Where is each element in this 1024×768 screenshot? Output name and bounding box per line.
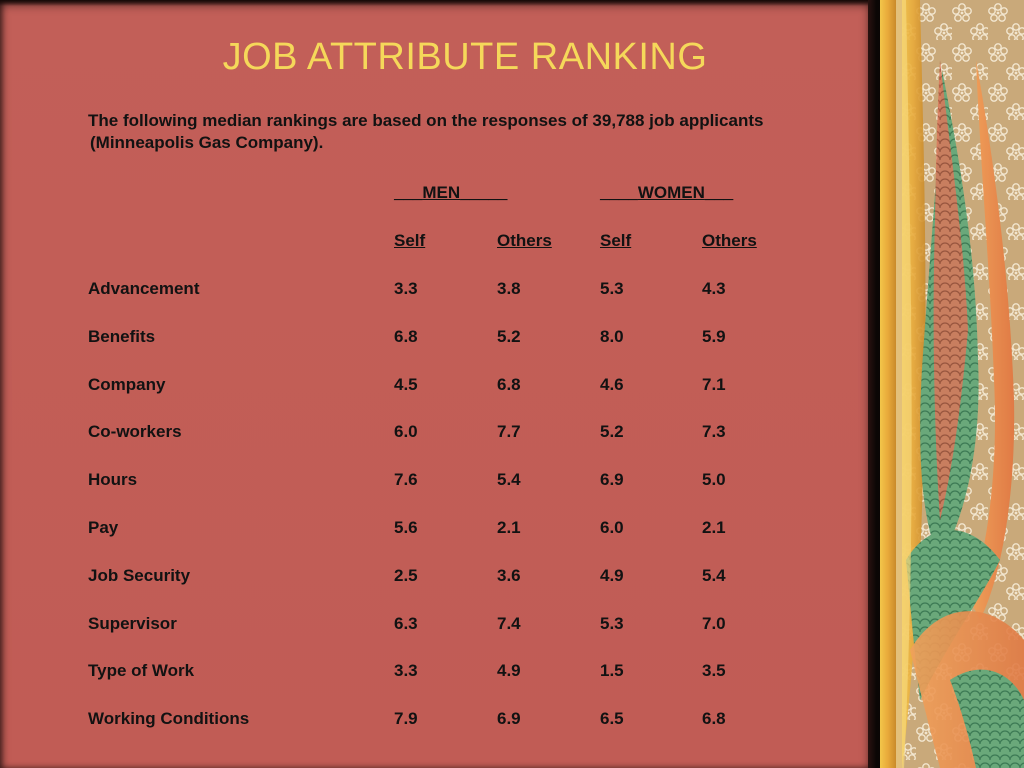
cell-men-self: 6.3 bbox=[394, 614, 418, 633]
col-header-women-self: Self bbox=[600, 231, 632, 250]
cell-men-others: 3.8 bbox=[497, 279, 521, 298]
col-header-men-self: Self bbox=[394, 231, 426, 250]
cell-men-others: 5.2 bbox=[497, 327, 521, 346]
intro-text: The following median rankings are based … bbox=[88, 110, 763, 154]
cell-women-others: 5.4 bbox=[702, 566, 726, 585]
cell-men-others: 3.6 bbox=[497, 566, 521, 585]
cell-men-others: 7.4 bbox=[497, 614, 521, 633]
row-label: Benefits bbox=[88, 327, 156, 346]
cell-men-self: 6.8 bbox=[394, 327, 418, 346]
group-header-men: ___MEN_____ bbox=[394, 183, 508, 202]
intro-line-2: (Minneapolis Gas Company). bbox=[90, 133, 324, 152]
decorative-side-strip bbox=[880, 0, 1024, 768]
cell-men-others: 2.1 bbox=[497, 518, 521, 537]
cell-women-self: 4.9 bbox=[600, 566, 624, 585]
row-label: Supervisor bbox=[88, 614, 177, 633]
row-label: Pay bbox=[88, 518, 119, 537]
cell-men-self: 7.6 bbox=[394, 470, 418, 489]
cell-women-others: 2.1 bbox=[702, 518, 726, 537]
cell-men-self: 3.3 bbox=[394, 279, 418, 298]
cell-men-others: 5.4 bbox=[497, 470, 521, 489]
group-header-women: ____WOMEN___ bbox=[600, 183, 734, 202]
col-header-men-others: Others bbox=[497, 231, 552, 250]
cell-women-others: 7.3 bbox=[702, 422, 726, 441]
cell-women-others: 4.3 bbox=[702, 279, 726, 298]
cell-women-self: 4.6 bbox=[600, 375, 624, 394]
row-label: Type of Work bbox=[88, 661, 195, 680]
cell-women-self: 6.0 bbox=[600, 518, 624, 537]
cell-women-others: 7.0 bbox=[702, 614, 726, 633]
cell-women-self: 6.9 bbox=[600, 470, 624, 489]
row-label: Co-workers bbox=[88, 422, 182, 441]
cell-men-others: 4.9 bbox=[497, 661, 521, 680]
cell-men-self: 5.6 bbox=[394, 518, 418, 537]
row-label: Hours bbox=[88, 470, 138, 489]
cell-women-self: 5.3 bbox=[600, 279, 624, 298]
cell-women-others: 7.1 bbox=[702, 375, 726, 394]
cell-women-self: 1.5 bbox=[600, 661, 624, 680]
cell-men-others: 7.7 bbox=[497, 422, 521, 441]
cell-women-self: 6.5 bbox=[600, 709, 624, 728]
row-label: Advancement bbox=[88, 279, 200, 298]
panel-right-border bbox=[868, 0, 882, 768]
content-panel bbox=[0, 0, 870, 768]
row-label: Job Security bbox=[88, 566, 191, 585]
cell-women-others: 5.0 bbox=[702, 470, 726, 489]
cell-men-self: 3.3 bbox=[394, 661, 418, 680]
row-label: Company bbox=[88, 375, 166, 394]
panel-top-shadow bbox=[0, 0, 880, 6]
intro-line-1: The following median rankings are based … bbox=[88, 111, 764, 130]
cell-women-self: 5.2 bbox=[600, 422, 624, 441]
cell-men-self: 6.0 bbox=[394, 422, 418, 441]
cell-women-others: 3.5 bbox=[702, 661, 726, 680]
cell-women-others: 6.8 bbox=[702, 709, 726, 728]
row-label: Working Conditions bbox=[88, 709, 250, 728]
col-header-women-others: Others bbox=[702, 231, 757, 250]
cell-women-self: 8.0 bbox=[600, 327, 624, 346]
cell-men-others: 6.8 bbox=[497, 375, 521, 394]
cell-men-self: 4.5 bbox=[394, 375, 418, 394]
slide-title: JOB ATTRIBUTE RANKING bbox=[222, 36, 708, 78]
cell-men-self: 7.9 bbox=[394, 709, 418, 728]
cell-men-self: 2.5 bbox=[394, 566, 418, 585]
cell-women-others: 5.9 bbox=[702, 327, 726, 346]
cell-men-others: 6.9 bbox=[497, 709, 521, 728]
cell-women-self: 5.3 bbox=[600, 614, 624, 633]
